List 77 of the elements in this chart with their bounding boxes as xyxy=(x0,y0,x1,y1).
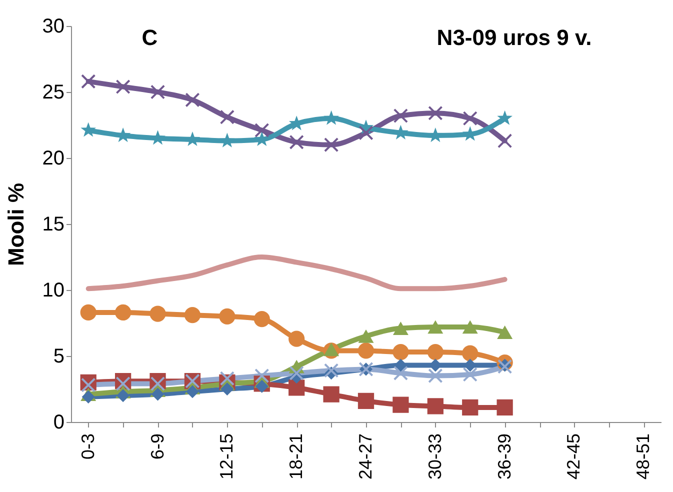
point xyxy=(150,306,166,322)
point xyxy=(254,368,270,384)
x-tick-label: 42-45 xyxy=(564,434,584,480)
point xyxy=(324,363,339,378)
point xyxy=(428,368,443,384)
point xyxy=(184,307,201,324)
point xyxy=(114,304,132,320)
point xyxy=(255,380,268,393)
point xyxy=(289,134,304,150)
y-tick-label: 30 xyxy=(42,16,64,38)
y-tick-label: 20 xyxy=(42,148,64,170)
point xyxy=(150,376,166,392)
point xyxy=(358,329,374,343)
point xyxy=(254,122,270,138)
point xyxy=(427,398,444,414)
x-tick-label: 36-39 xyxy=(494,434,514,480)
point xyxy=(220,382,234,396)
point xyxy=(462,320,478,334)
point xyxy=(116,376,130,392)
y-tick-label: 0 xyxy=(53,412,64,434)
point xyxy=(358,342,374,359)
point xyxy=(358,126,374,140)
y-tick-label: 10 xyxy=(42,280,64,302)
point xyxy=(393,366,408,380)
x-tick-label: 24-27 xyxy=(356,434,376,480)
point xyxy=(184,131,200,146)
point xyxy=(462,399,478,416)
point xyxy=(254,310,270,328)
point xyxy=(150,84,166,100)
point xyxy=(392,396,409,413)
point xyxy=(185,92,200,108)
point xyxy=(80,122,96,137)
point xyxy=(289,366,304,380)
point xyxy=(462,345,478,362)
point xyxy=(288,330,305,347)
point xyxy=(428,106,443,120)
point xyxy=(323,386,340,402)
point xyxy=(496,399,513,416)
point xyxy=(186,385,199,398)
x-tick-label: 48-51 xyxy=(633,434,654,480)
point xyxy=(497,110,512,125)
annotation: C xyxy=(142,25,158,50)
point xyxy=(392,344,409,360)
point xyxy=(151,388,164,401)
x-tick-label: 12-15 xyxy=(216,434,237,480)
point xyxy=(80,304,96,320)
point xyxy=(462,367,478,382)
point xyxy=(116,79,130,94)
x-tick-label: 18-21 xyxy=(286,434,306,480)
y-tick-label: 15 xyxy=(42,214,64,236)
y-tick-label: 25 xyxy=(42,82,64,104)
point xyxy=(288,380,305,396)
point xyxy=(427,344,444,360)
point xyxy=(82,390,95,404)
x-tick-label: 6-9 xyxy=(147,434,168,460)
point xyxy=(498,134,512,148)
point xyxy=(219,308,236,324)
point xyxy=(324,110,339,125)
point xyxy=(220,132,235,148)
point xyxy=(116,389,130,402)
y-tick-label: 5 xyxy=(53,346,64,368)
x-tick-label: 30-33 xyxy=(424,434,445,480)
point xyxy=(324,137,339,152)
point xyxy=(497,326,513,339)
point xyxy=(220,371,234,386)
point xyxy=(428,128,444,142)
annotation: N3-09 uros 9 v. xyxy=(436,25,592,50)
point xyxy=(358,392,374,409)
y-axis-title: Mooli % xyxy=(3,182,28,266)
point xyxy=(428,320,444,334)
point xyxy=(81,74,96,89)
point xyxy=(392,322,408,335)
point xyxy=(81,378,96,392)
point xyxy=(220,110,234,124)
x-tick-label: 0-3 xyxy=(78,434,98,460)
point xyxy=(393,108,408,124)
point xyxy=(462,111,478,126)
